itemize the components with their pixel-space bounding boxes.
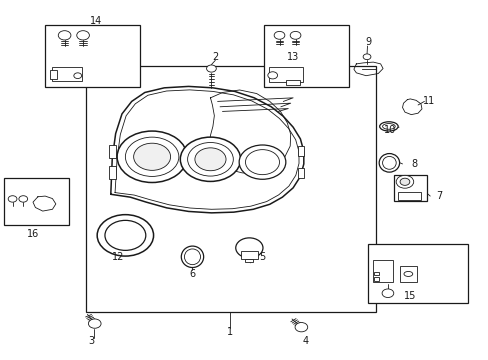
Circle shape bbox=[8, 196, 17, 202]
Circle shape bbox=[97, 215, 153, 256]
Bar bbox=[4, 178, 69, 225]
Text: 5: 5 bbox=[259, 252, 265, 262]
Ellipse shape bbox=[382, 123, 394, 129]
Bar bbox=[264, 24, 348, 87]
Circle shape bbox=[363, 54, 370, 60]
Circle shape bbox=[195, 148, 225, 171]
Bar bbox=[245, 258, 253, 262]
Bar bbox=[285, 80, 300, 85]
Circle shape bbox=[206, 65, 216, 72]
Text: 15: 15 bbox=[403, 291, 415, 301]
Text: 16: 16 bbox=[27, 229, 39, 239]
Bar bbox=[50, 69, 57, 79]
Bar bbox=[45, 24, 140, 87]
Circle shape bbox=[274, 31, 285, 39]
Ellipse shape bbox=[181, 246, 203, 267]
Circle shape bbox=[294, 323, 307, 332]
Bar bbox=[109, 145, 116, 158]
Text: 4: 4 bbox=[302, 337, 308, 346]
Text: 13: 13 bbox=[286, 52, 299, 62]
Bar bbox=[86, 66, 375, 312]
Text: 2: 2 bbox=[212, 52, 218, 62]
Ellipse shape bbox=[184, 249, 200, 265]
Circle shape bbox=[77, 31, 89, 40]
Bar bbox=[52, 67, 81, 81]
Bar bbox=[393, 175, 426, 202]
Text: 6: 6 bbox=[189, 269, 195, 279]
Bar bbox=[399, 266, 416, 282]
Circle shape bbox=[117, 131, 187, 183]
Circle shape bbox=[187, 143, 233, 176]
Ellipse shape bbox=[382, 157, 395, 169]
Text: 11: 11 bbox=[422, 96, 434, 107]
Circle shape bbox=[235, 238, 263, 258]
Circle shape bbox=[19, 196, 28, 202]
Circle shape bbox=[133, 143, 170, 170]
Ellipse shape bbox=[378, 154, 399, 172]
Text: 8: 8 bbox=[411, 159, 417, 169]
Circle shape bbox=[245, 150, 279, 175]
Text: 1: 1 bbox=[226, 327, 232, 337]
Circle shape bbox=[125, 137, 179, 176]
Text: 9: 9 bbox=[365, 37, 371, 48]
Circle shape bbox=[180, 137, 240, 181]
Bar bbox=[297, 147, 303, 157]
Bar bbox=[368, 244, 467, 303]
Ellipse shape bbox=[379, 122, 397, 131]
Circle shape bbox=[267, 72, 277, 79]
Bar bbox=[372, 260, 392, 282]
Bar bbox=[373, 272, 378, 275]
Text: 14: 14 bbox=[90, 16, 102, 26]
Circle shape bbox=[289, 31, 300, 39]
Text: 3: 3 bbox=[88, 337, 94, 346]
Text: 12: 12 bbox=[112, 252, 124, 262]
Circle shape bbox=[395, 175, 413, 188]
Circle shape bbox=[381, 289, 393, 297]
Circle shape bbox=[88, 319, 101, 328]
Bar bbox=[268, 67, 302, 82]
Bar bbox=[373, 277, 378, 281]
Ellipse shape bbox=[403, 271, 412, 276]
Text: 10: 10 bbox=[384, 125, 396, 135]
Bar bbox=[241, 251, 257, 259]
Circle shape bbox=[239, 145, 285, 179]
Text: 7: 7 bbox=[435, 191, 441, 201]
Circle shape bbox=[399, 178, 409, 185]
Circle shape bbox=[105, 220, 145, 250]
Bar bbox=[109, 166, 116, 179]
Circle shape bbox=[58, 31, 71, 40]
Bar bbox=[397, 192, 420, 200]
Bar bbox=[297, 168, 303, 178]
Circle shape bbox=[74, 73, 81, 78]
